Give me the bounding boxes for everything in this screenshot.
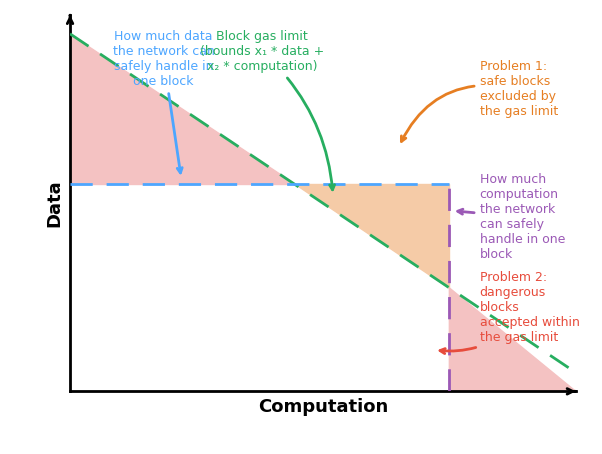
- X-axis label: Computation: Computation: [258, 398, 388, 416]
- Text: Problem 1:
safe blocks
excluded by
the gas limit: Problem 1: safe blocks excluded by the g…: [402, 60, 558, 142]
- Text: Block gas limit
(bounds x₁ * data +
x₂ * computation): Block gas limit (bounds x₁ * data + x₂ *…: [200, 30, 335, 190]
- Polygon shape: [449, 288, 576, 391]
- Text: How much
computation
the network
can safely
handle in one
block: How much computation the network can saf…: [458, 173, 565, 261]
- Text: Problem 2:
dangerous
blocks
accepted within
the gas limit: Problem 2: dangerous blocks accepted wit…: [440, 271, 580, 354]
- Text: How much data
the network can
safely handle in
one block: How much data the network can safely han…: [113, 30, 214, 173]
- Polygon shape: [70, 34, 295, 184]
- Polygon shape: [295, 184, 449, 288]
- Y-axis label: Data: Data: [45, 179, 63, 227]
